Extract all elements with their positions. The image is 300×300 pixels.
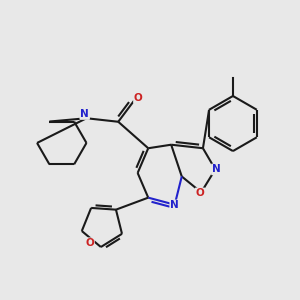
Text: N: N bbox=[170, 200, 179, 210]
Text: O: O bbox=[196, 188, 205, 198]
Text: O: O bbox=[134, 93, 143, 103]
Text: N: N bbox=[212, 164, 221, 174]
Text: O: O bbox=[85, 238, 94, 248]
Text: N: N bbox=[80, 109, 89, 119]
